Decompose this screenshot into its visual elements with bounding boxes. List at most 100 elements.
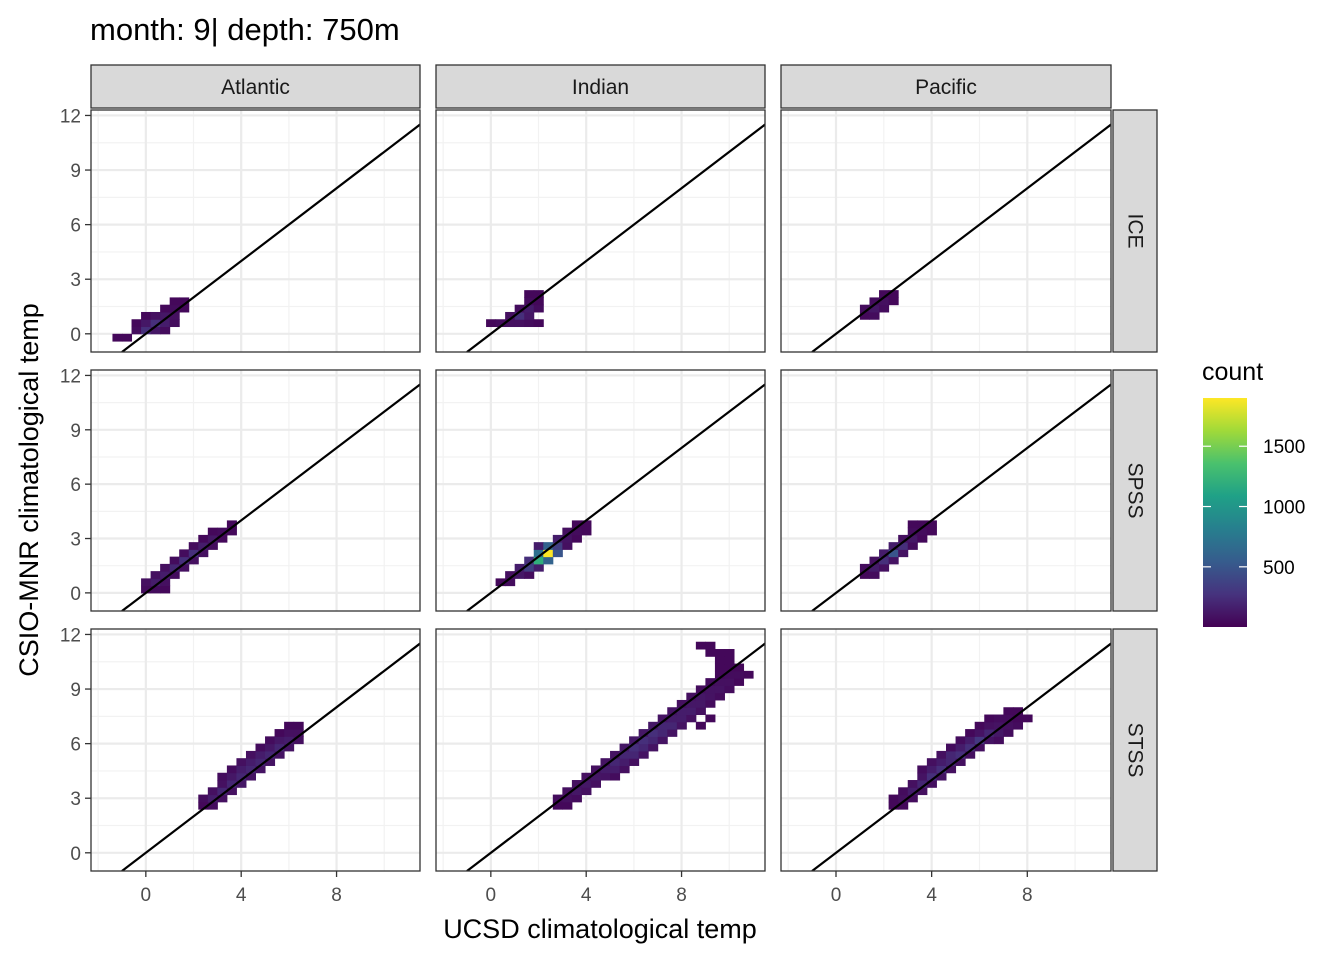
identity-line <box>121 642 420 871</box>
heatmap-bin <box>936 758 947 766</box>
heatmap-bin <box>648 721 659 730</box>
heatmap-bin <box>724 649 735 657</box>
heatmap-bin <box>552 794 563 803</box>
panel-indian-ice <box>435 109 766 353</box>
strip-label-indian: Indian <box>572 76 629 99</box>
heatmap-bin <box>898 542 909 550</box>
heatmap-bin <box>629 758 640 766</box>
y-tick-label: 6 <box>70 216 81 237</box>
heatmap-bin <box>610 772 621 781</box>
heatmap-bin <box>141 578 152 587</box>
heatmap-bin <box>907 794 918 803</box>
heatmap-bin <box>590 780 601 788</box>
x-tick-label: 0 <box>831 885 842 906</box>
identity-line <box>466 383 765 611</box>
heatmap-bin <box>695 641 706 650</box>
heatmap-bin <box>648 729 659 737</box>
y-axis-title: CSIO-MNR climatological temp <box>14 303 44 677</box>
panel-indian-spss <box>435 369 766 612</box>
heatmap-bin <box>993 721 1004 730</box>
identity-line <box>466 642 765 871</box>
heatmap-bin <box>638 743 649 752</box>
heatmap-bin <box>188 542 199 550</box>
y-tick-label: 0 <box>70 844 81 865</box>
heatmap-bin <box>581 772 592 781</box>
heatmap-bin <box>898 801 909 810</box>
identity-line <box>811 383 1111 611</box>
heatmap-bin <box>207 534 218 543</box>
heatmap-bin <box>859 563 870 572</box>
heatmap-bin <box>648 743 659 752</box>
heatmap-bin <box>571 534 582 543</box>
heatmap-bin <box>179 556 190 565</box>
grid-lines <box>91 370 420 611</box>
heatmap-bin <box>217 772 228 781</box>
heatmap-bin <box>888 794 899 803</box>
heatmap-bin <box>879 304 890 313</box>
y-tick-label: 12 <box>60 625 81 646</box>
heatmap-bin <box>495 578 506 587</box>
strip-background <box>780 64 1112 109</box>
heatmap-bin <box>724 670 735 679</box>
heatmap-bin <box>150 311 161 320</box>
heatmap-bin <box>965 750 976 759</box>
panel-pacific-stss <box>780 628 1112 872</box>
y-tick-label: 9 <box>70 421 81 442</box>
heatmap-bin <box>974 721 985 730</box>
panel-background <box>91 370 420 611</box>
heatmap-bin <box>1022 714 1033 723</box>
heatmap-bin <box>265 743 276 752</box>
heatmap-bin <box>121 333 133 342</box>
strip-background <box>1112 369 1158 612</box>
heatmap-bin <box>226 520 237 529</box>
heatmap-bin <box>112 333 123 342</box>
x-axis-title: UCSD climatological temp <box>443 914 757 944</box>
panel-background <box>781 110 1111 352</box>
heatmap-bin <box>657 714 668 723</box>
heatmap-bin <box>226 527 237 536</box>
y-tick-label: 3 <box>70 270 81 291</box>
heatmap-bin <box>160 304 171 313</box>
heatmap-bin <box>629 750 640 759</box>
heatmap-bin <box>917 772 928 781</box>
heatmap-bin <box>1003 729 1014 737</box>
heatmap-bin <box>207 794 218 803</box>
heatmap-bin <box>898 787 909 796</box>
heatmap-bin <box>869 556 880 565</box>
heatmap-bin <box>169 311 180 320</box>
heatmap-bin <box>169 571 180 579</box>
heatmap-bin <box>965 736 976 745</box>
heatmap-bin <box>505 319 516 328</box>
heatmap-bin <box>600 765 611 774</box>
panel-border <box>90 369 421 612</box>
chart-title: month: 9| depth: 750m <box>90 12 400 47</box>
heatmap-bin <box>993 714 1004 723</box>
heatmap-bin <box>141 319 152 328</box>
heatmap-bin <box>533 319 544 328</box>
bins <box>112 297 190 342</box>
heatmap-bin <box>226 765 237 774</box>
heatmap-bin <box>898 534 909 543</box>
heatmap-bin <box>946 758 957 766</box>
heatmap-bin <box>486 319 497 328</box>
heatmap-bin <box>629 736 640 745</box>
heatmap-bin <box>571 527 582 536</box>
bins <box>141 520 237 594</box>
identity-line <box>811 642 1111 871</box>
heatmap-bin <box>207 787 218 796</box>
heatmap-bin <box>907 787 918 796</box>
heatmap-bin <box>724 656 735 665</box>
heatmap-bin <box>571 520 582 529</box>
identity-line <box>811 123 1111 352</box>
heatmap-bin <box>293 721 304 730</box>
heatmap-bin <box>907 534 918 543</box>
strip-label-stss: STSS <box>1124 723 1147 778</box>
heatmap-bin <box>562 794 573 803</box>
panel-border <box>435 369 766 612</box>
heatmap-bin <box>150 585 161 594</box>
heatmap-bin <box>552 801 563 810</box>
heatmap-bin <box>600 758 611 766</box>
heatmap-bin <box>714 692 725 701</box>
heatmap-bin <box>131 319 142 328</box>
